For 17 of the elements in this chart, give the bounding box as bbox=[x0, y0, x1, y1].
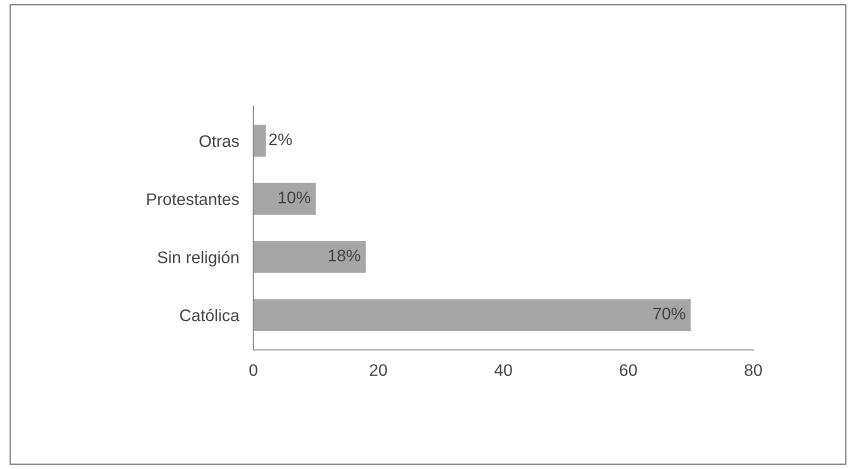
x-tick-label: 60 bbox=[620, 364, 637, 376]
bar bbox=[253, 182, 316, 215]
y-tick-label: Otras bbox=[200, 135, 239, 148]
bar bbox=[253, 124, 266, 157]
bar bbox=[253, 241, 366, 273]
bar bbox=[253, 299, 691, 331]
y-tick-label: Protestantes bbox=[147, 193, 239, 206]
data-label: 70% bbox=[653, 308, 686, 320]
x-tick-label: 80 bbox=[744, 364, 762, 376]
data-label: 2% bbox=[269, 134, 292, 146]
x-tick-label: 0 bbox=[249, 364, 258, 376]
data-label: 10% bbox=[278, 192, 310, 204]
data-label: 18% bbox=[328, 250, 360, 262]
x-tick-label: 20 bbox=[370, 364, 387, 376]
x-tick-label: 40 bbox=[494, 364, 512, 376]
y-tick-label: Católica bbox=[180, 308, 240, 322]
y-tick-label: Sin religión bbox=[158, 250, 238, 267]
